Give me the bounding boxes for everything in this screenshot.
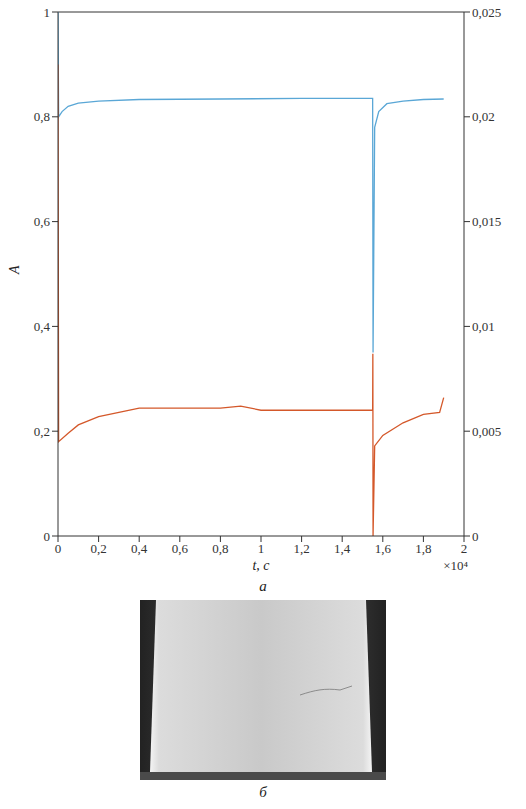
html-text:а: а [259,578,267,594]
svg-text:0,025: 0,025 [472,5,501,20]
svg-text:0,2: 0,2 [34,424,50,439]
svg-text:0,005: 0,005 [472,424,501,439]
svg-text:t, с: t, с [252,558,270,573]
svg-text:1,6: 1,6 [375,541,392,556]
svg-text:×10⁴: ×10⁴ [443,558,468,573]
svg-text:1,8: 1,8 [415,541,431,556]
svg-text:0,4: 0,4 [131,541,148,556]
svg-text:0: 0 [44,529,51,544]
svg-text:1,2: 1,2 [293,541,309,556]
svg-text:2: 2 [461,541,468,556]
svg-text:0: 0 [55,541,62,556]
svg-text:1: 1 [258,541,265,556]
svg-text:0: 0 [472,529,479,544]
svg-text:0,8: 0,8 [34,109,50,124]
svg-text:1,4: 1,4 [334,541,351,556]
svg-text:1: 1 [44,5,51,20]
svg-text:0,2: 0,2 [90,541,106,556]
svg-text:0,01: 0,01 [472,319,495,334]
svg-text:0,015: 0,015 [472,214,501,229]
svg-text:0,8: 0,8 [212,541,228,556]
svg-text:0,6: 0,6 [34,214,51,229]
svg-text:0,6: 0,6 [172,541,189,556]
svg-text:0,02: 0,02 [472,109,495,124]
svg-text:0,4: 0,4 [34,319,51,334]
html-text:б: б [259,784,267,800]
svg-text:A: A [7,265,22,275]
